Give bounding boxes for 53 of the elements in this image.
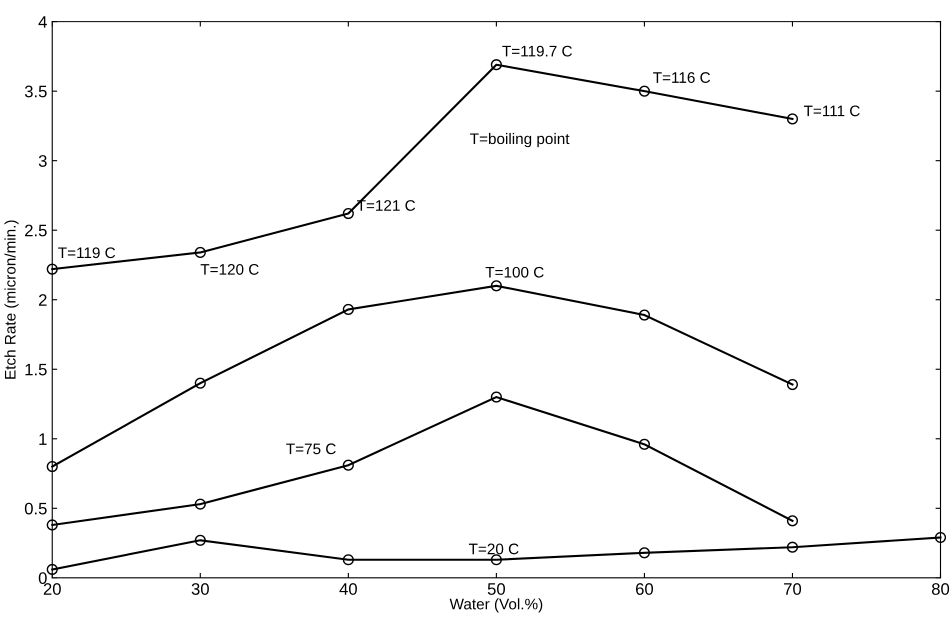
point (194, 246, 206, 258)
point (490, 280, 502, 292)
annotation: T=111 C (804, 106, 860, 116)
point (934, 532, 946, 544)
annotation: T=119 C (58, 247, 116, 258)
point (194, 498, 206, 510)
point (638, 547, 650, 558)
x-tick-label: 80 (932, 583, 950, 595)
point (638, 86, 650, 97)
point (490, 554, 502, 566)
y-tick-label: 2.5 (25, 224, 47, 236)
point (46, 519, 58, 531)
point (46, 461, 58, 472)
y-tick-label: 2 (38, 294, 47, 306)
point (342, 460, 354, 471)
point (342, 208, 354, 220)
point (786, 542, 798, 553)
x-tick-label: 70 (784, 583, 802, 595)
point (786, 515, 798, 526)
x-tick-label: 60 (636, 583, 654, 595)
annotation: T=121 C (357, 200, 416, 211)
annotation: T=119.7 C (502, 46, 572, 57)
point (194, 378, 206, 389)
point (46, 564, 58, 576)
y-axis-title: Etch Rate (micron/min.) (4, 220, 19, 379)
annotation: T=116 C (653, 72, 710, 83)
point (342, 304, 354, 316)
point (490, 59, 502, 70)
point (342, 554, 354, 566)
x-tick-label: 40 (339, 583, 357, 595)
point (786, 113, 798, 125)
x-tick-label: 30 (192, 583, 209, 595)
point (638, 438, 650, 450)
y-tick-label: 1.5 (25, 364, 47, 376)
y-tick-label: 0 (38, 572, 47, 584)
y-tick-label: 3.5 (24, 86, 47, 98)
annotation: T=100 C (486, 266, 544, 278)
annotation: T=75 C (286, 443, 336, 454)
x-tick-label: 20 (44, 583, 61, 595)
y-tick-label: 4 (38, 16, 47, 28)
y-tick-label: 0.5 (24, 502, 47, 515)
x-axis-title: Water (Vol.%) (450, 598, 542, 612)
annotation: T=20 C (468, 544, 519, 554)
y-tick-label: 3 (38, 155, 47, 167)
x-tick-label: 50 (488, 583, 505, 595)
point (638, 309, 650, 321)
y-tick-label: 1 (39, 433, 47, 445)
point (786, 378, 798, 390)
point (46, 264, 58, 275)
point (194, 534, 206, 546)
annotation: T=120 C (200, 264, 259, 275)
point (490, 392, 502, 403)
annotation: T=boiling point (470, 132, 570, 148)
